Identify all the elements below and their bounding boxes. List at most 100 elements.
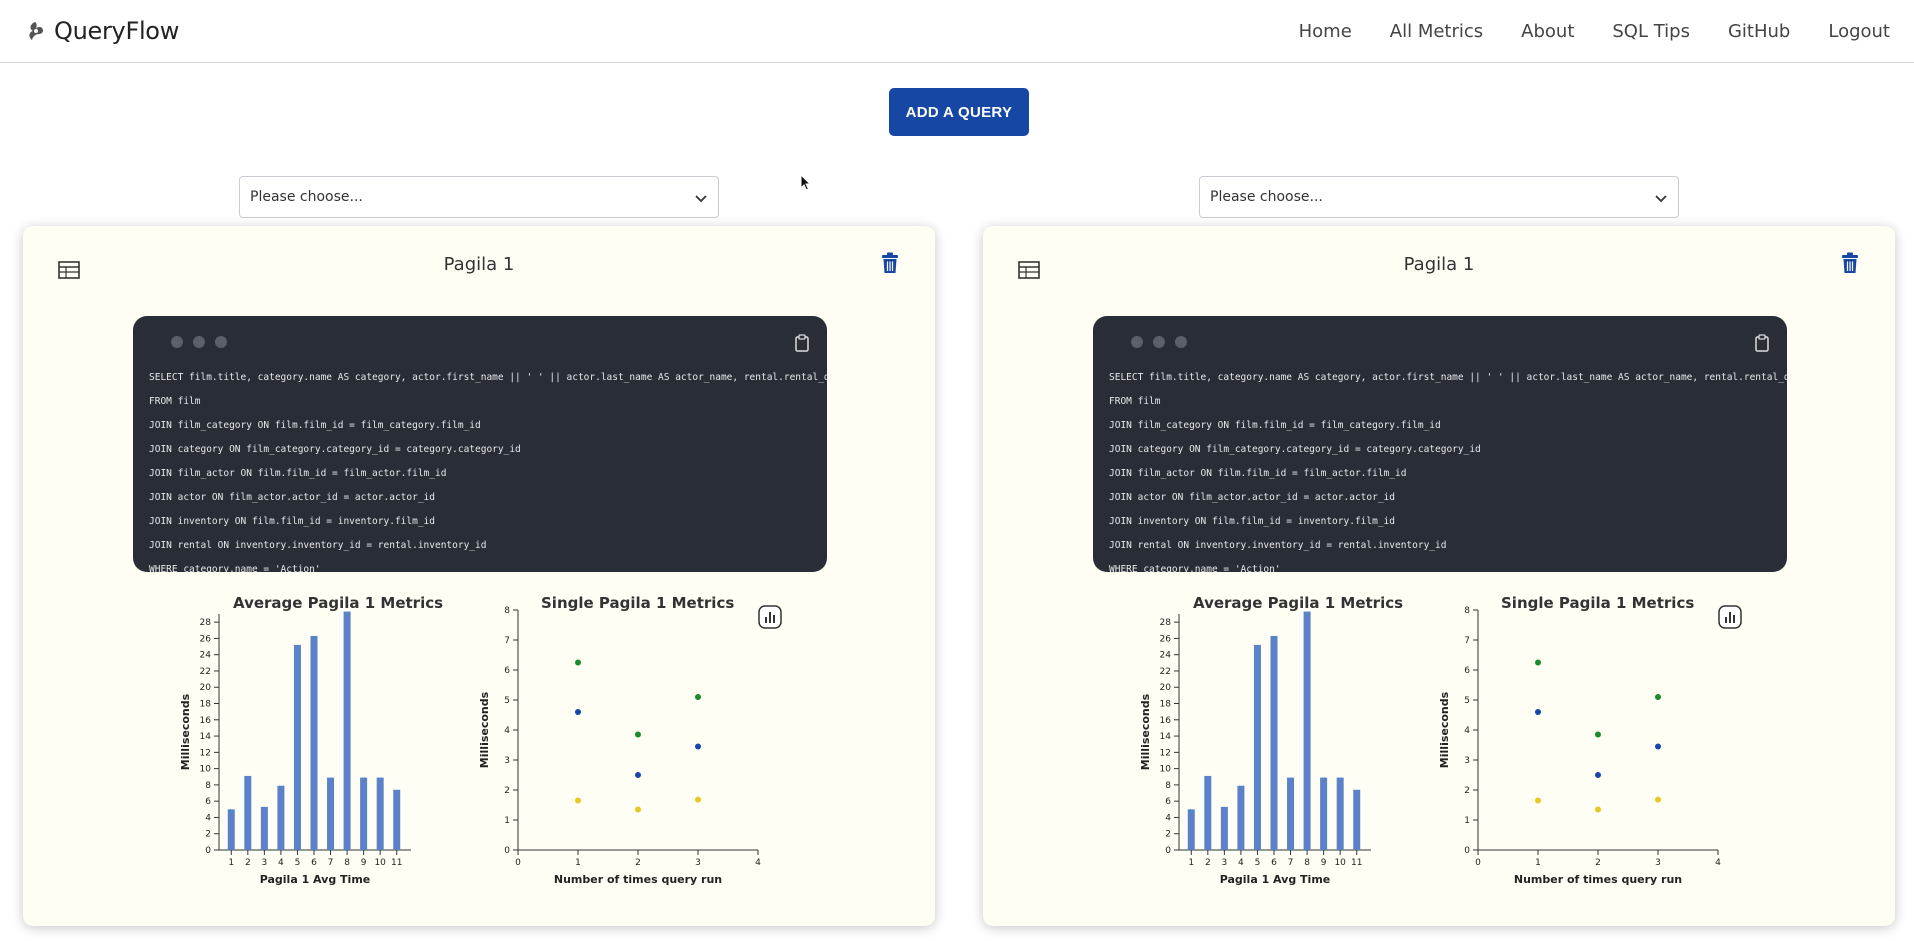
query-card: Pagila 1 SELECT film.title, category.nam… xyxy=(983,226,1895,926)
card-title: Pagila 1 xyxy=(1403,254,1475,275)
table-icon[interactable] xyxy=(1018,261,1040,279)
sql-code: SELECT film.title, category.name AS cate… xyxy=(1109,366,1787,572)
x-tick-label: 1 xyxy=(1188,858,1194,868)
y-tick-label: 1 xyxy=(504,816,510,826)
bar xyxy=(1187,809,1195,850)
y-tick-label: 0 xyxy=(1165,846,1171,856)
trash-icon[interactable] xyxy=(1841,252,1859,274)
code-line: JOIN film_category ON film.film_id = fil… xyxy=(149,420,481,431)
single-metrics-scatter-chart: 0 1 2 3 4 5 6 7 8 0 1 2 3 4 Number of times query run M… xyxy=(478,606,761,886)
y-tick-label: 5 xyxy=(504,696,510,706)
navbar: QueryFlow Home All Metrics About SQL Tip… xyxy=(0,0,1914,63)
y-tick-label: 16 xyxy=(1160,716,1172,726)
x-tick-label: 6 xyxy=(1271,858,1277,868)
query-select-right[interactable]: Please choose... xyxy=(1199,176,1679,218)
y-tick-label: 2 xyxy=(1165,830,1171,840)
x-tick-label: 2 xyxy=(635,858,641,868)
nav-logout[interactable]: Logout xyxy=(1828,21,1890,42)
dot xyxy=(1131,336,1143,348)
bar-chart-title: Average Pagila 1 Metrics xyxy=(1193,594,1404,612)
y-tick-label: 2 xyxy=(504,786,510,796)
sql-code-block[interactable]: SELECT film.title, category.name AS cate… xyxy=(1093,316,1787,572)
y-tick-label: 0 xyxy=(504,846,510,856)
bar xyxy=(376,777,384,850)
bar xyxy=(1353,789,1361,850)
scatter-point xyxy=(635,806,641,813)
scatter-point xyxy=(1655,694,1661,700)
x-axis-label: Number of times query run xyxy=(1514,873,1682,886)
dot xyxy=(215,336,227,348)
y-tick-label: 14 xyxy=(200,732,212,742)
trash-icon[interactable] xyxy=(881,252,899,274)
x-tick-label: 5 xyxy=(295,858,301,868)
code-line: JOIN film_category ON film.film_id = fil… xyxy=(1109,420,1441,431)
query-select-left[interactable]: Please choose... xyxy=(239,176,719,218)
y-tick-label: 4 xyxy=(1464,726,1470,736)
code-line: JOIN rental ON inventory.inventory_id = … xyxy=(149,540,487,551)
y-tick-label: 3 xyxy=(1464,756,1470,766)
nav-sql-tips[interactable]: SQL Tips xyxy=(1612,21,1690,42)
brand[interactable]: QueryFlow xyxy=(24,17,179,45)
x-tick-label: 1 xyxy=(228,858,234,868)
clipboard-icon[interactable] xyxy=(1755,334,1769,352)
nav-links: Home All Metrics About SQL Tips GitHub L… xyxy=(1299,21,1890,42)
x-tick-label: 7 xyxy=(1288,858,1294,868)
x-tick-label: 3 xyxy=(1221,858,1227,868)
x-tick-label: 9 xyxy=(1321,858,1327,868)
sql-code-block[interactable]: SELECT film.title, category.name AS cate… xyxy=(133,316,827,572)
nav-github[interactable]: GitHub xyxy=(1727,21,1791,42)
scatter-point xyxy=(575,709,581,715)
y-tick-label: 0 xyxy=(1464,846,1470,856)
brand-name: QueryFlow xyxy=(54,17,180,45)
bar-chart-icon[interactable] xyxy=(1718,605,1742,629)
bar xyxy=(1237,785,1245,850)
dot xyxy=(193,336,205,348)
y-tick-label: 0 xyxy=(205,846,211,856)
code-line: JOIN category ON film_category.category_… xyxy=(149,444,521,455)
x-tick-label: 3 xyxy=(695,858,701,868)
code-line: JOIN film_actor ON film.film_id = film_a… xyxy=(149,468,447,479)
select-value: Please choose... xyxy=(250,189,363,205)
scatter-chart-title: Single Pagila 1 Metrics xyxy=(541,594,735,612)
y-axis-label: Milliseconds xyxy=(1438,691,1451,768)
dot xyxy=(1175,336,1187,348)
x-tick-label: 6 xyxy=(311,858,317,868)
y-tick-label: 3 xyxy=(504,756,510,766)
bar xyxy=(360,777,368,850)
x-tick-label: 1 xyxy=(575,858,581,868)
y-tick-label: 12 xyxy=(1160,748,1171,758)
y-tick-label: 18 xyxy=(1160,700,1172,710)
bar xyxy=(293,644,301,850)
clipboard-icon[interactable] xyxy=(795,334,809,352)
nav-all-metrics[interactable]: All Metrics xyxy=(1389,21,1484,42)
x-axis-label: Pagila 1 Avg Time xyxy=(1220,873,1331,886)
add-query-button[interactable]: ADD A QUERY xyxy=(889,88,1029,136)
scatter-point xyxy=(1535,659,1541,666)
nav-about[interactable]: About xyxy=(1521,21,1575,42)
nav-home[interactable]: Home xyxy=(1298,21,1352,42)
scatter-point xyxy=(695,694,701,700)
x-tick-label: 8 xyxy=(344,858,350,868)
y-tick-label: 2 xyxy=(1464,786,1470,796)
scatter-point xyxy=(635,731,641,738)
table-icon[interactable] xyxy=(58,261,80,279)
code-line: WHERE category.name = 'Action' xyxy=(1109,564,1281,572)
y-tick-label: 8 xyxy=(205,781,211,791)
y-tick-label: 4 xyxy=(1165,813,1171,823)
y-tick-label: 10 xyxy=(1160,765,1172,775)
bar xyxy=(393,789,401,850)
bar xyxy=(1253,644,1261,850)
x-axis-label: Pagila 1 Avg Time xyxy=(260,873,371,886)
y-tick-label: 7 xyxy=(1464,636,1470,646)
code-line: JOIN inventory ON film.film_id = invento… xyxy=(1109,516,1395,527)
scatter-point xyxy=(695,796,701,803)
x-tick-label: 1 xyxy=(1535,858,1541,868)
chevron-down-icon xyxy=(1655,195,1667,203)
y-tick-label: 8 xyxy=(504,606,510,616)
scatter-point xyxy=(1595,772,1601,778)
code-line: JOIN rental ON inventory.inventory_id = … xyxy=(1109,540,1447,551)
x-tick-label: 10 xyxy=(374,858,386,868)
y-tick-label: 7 xyxy=(504,636,510,646)
bar-chart-title: Average Pagila 1 Metrics xyxy=(233,594,444,612)
bar-chart-icon[interactable] xyxy=(758,605,782,629)
